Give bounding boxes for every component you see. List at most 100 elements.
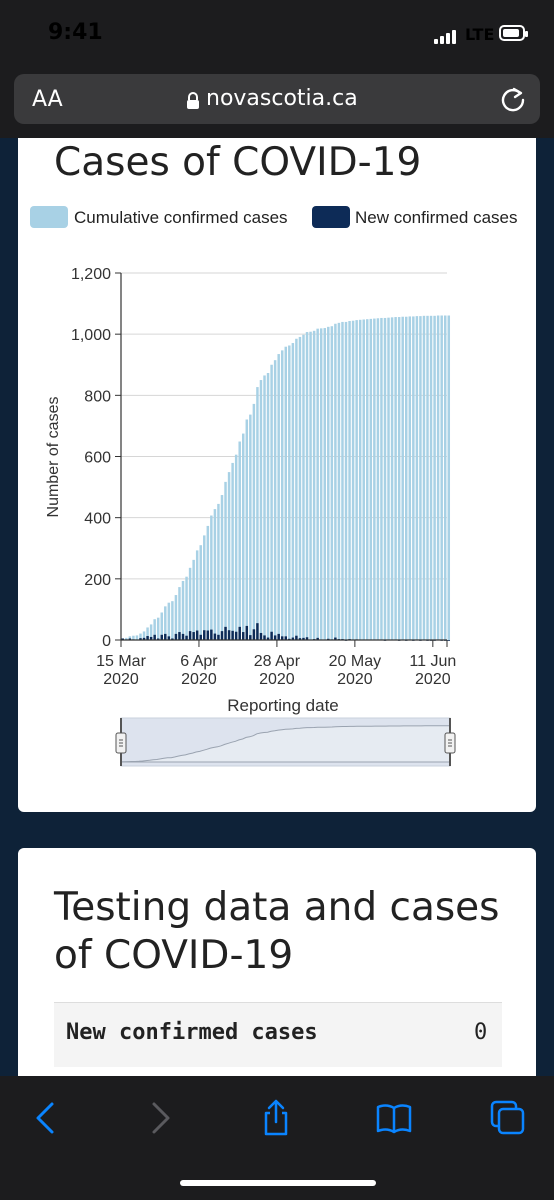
bar-cumulative[interactable] <box>242 433 245 640</box>
bar-cumulative[interactable] <box>387 317 390 640</box>
bar-cumulative[interactable] <box>305 332 309 640</box>
bar-new[interactable] <box>171 638 174 640</box>
forward-icon[interactable] <box>140 1098 180 1138</box>
bar-cumulative[interactable] <box>302 334 305 640</box>
legend-swatch-cumulative[interactable] <box>30 206 68 228</box>
bar-new[interactable] <box>220 631 224 640</box>
bar-cumulative[interactable] <box>135 635 139 640</box>
bar-new[interactable] <box>298 638 302 640</box>
bar-cumulative[interactable] <box>436 315 440 640</box>
bar-new[interactable] <box>167 636 171 640</box>
bar-cumulative[interactable] <box>277 354 280 640</box>
bar-cumulative[interactable] <box>252 403 256 640</box>
bar-cumulative[interactable] <box>192 559 195 640</box>
back-icon[interactable] <box>26 1098 66 1138</box>
bar-cumulative[interactable] <box>210 515 213 640</box>
bar-new[interactable] <box>327 638 330 640</box>
bar-new[interactable] <box>234 631 238 640</box>
bar-new[interactable] <box>185 635 188 640</box>
bar-new[interactable] <box>206 630 210 640</box>
bar-cumulative[interactable] <box>245 419 249 640</box>
bar-new[interactable] <box>245 625 249 640</box>
bar-new[interactable] <box>188 631 192 640</box>
bar-cumulative[interactable] <box>337 322 341 640</box>
bar-new[interactable] <box>256 623 259 640</box>
bar-cumulative[interactable] <box>280 350 284 640</box>
bar-cumulative[interactable] <box>408 316 412 640</box>
bar-new[interactable] <box>195 630 199 640</box>
bar-new[interactable] <box>217 634 220 640</box>
bar-cumulative[interactable] <box>419 316 422 640</box>
bar-new[interactable] <box>142 637 146 640</box>
bar-new[interactable] <box>164 633 167 640</box>
bar-new[interactable] <box>128 638 132 640</box>
bar-cumulative[interactable] <box>358 319 362 640</box>
bar-cumulative[interactable] <box>220 495 224 640</box>
bar-cumulative[interactable] <box>181 580 185 640</box>
bar-new[interactable] <box>280 636 284 640</box>
bar-new[interactable] <box>305 637 309 640</box>
bar-cumulative[interactable] <box>213 509 217 640</box>
tabs-icon[interactable] <box>488 1098 528 1138</box>
bar-cumulative[interactable] <box>401 316 404 640</box>
bar-cumulative[interactable] <box>397 317 401 640</box>
bar-new[interactable] <box>291 637 295 640</box>
bar-cumulative[interactable] <box>334 323 337 640</box>
bar-cumulative[interactable] <box>125 637 128 640</box>
bar-cumulative[interactable] <box>203 535 206 640</box>
bookmarks-icon[interactable] <box>374 1098 414 1138</box>
bar-cumulative[interactable] <box>429 315 433 640</box>
bar-new[interactable] <box>181 633 185 640</box>
text-size-button[interactable]: AA <box>32 87 63 112</box>
bar-new[interactable] <box>249 635 252 640</box>
bar-cumulative[interactable] <box>383 317 387 640</box>
bar-cumulative[interactable] <box>153 619 156 640</box>
bar-new[interactable] <box>160 634 163 640</box>
bar-new[interactable] <box>153 634 156 640</box>
bar-cumulative[interactable] <box>167 602 171 640</box>
bar-cumulative[interactable] <box>217 503 220 640</box>
bar-cumulative[interactable] <box>188 567 192 640</box>
bar-cumulative[interactable] <box>443 315 447 640</box>
bar-cumulative[interactable] <box>256 387 259 640</box>
bar-cumulative[interactable] <box>348 321 351 640</box>
bar-cumulative[interactable] <box>405 316 408 640</box>
bar-cumulative[interactable] <box>227 472 231 640</box>
bar-cumulative[interactable] <box>234 454 238 640</box>
bar-cumulative[interactable] <box>312 330 316 640</box>
bar-cumulative[interactable] <box>298 336 302 640</box>
share-icon[interactable] <box>256 1098 296 1138</box>
bar-cumulative[interactable] <box>231 462 234 640</box>
bar-cumulative[interactable] <box>319 328 323 640</box>
bar-cumulative[interactable] <box>415 316 419 640</box>
bar-cumulative[interactable] <box>142 631 146 640</box>
legend-label-new[interactable]: New confirmed cases <box>355 208 518 227</box>
bar-cumulative[interactable] <box>422 315 426 640</box>
bar-cumulative[interactable] <box>195 550 199 640</box>
bar-new[interactable] <box>242 632 245 640</box>
bar-new[interactable] <box>146 636 149 640</box>
bar-new[interactable] <box>288 638 291 640</box>
bar-cumulative[interactable] <box>224 481 227 640</box>
bar-new[interactable] <box>266 637 270 640</box>
bar-cumulative[interactable] <box>433 315 436 640</box>
bar-cumulative[interactable] <box>330 326 334 640</box>
bar-new[interactable] <box>192 632 195 640</box>
bar-new[interactable] <box>259 632 263 640</box>
bar-cumulative[interactable] <box>132 635 135 640</box>
bar-new[interactable] <box>263 635 266 640</box>
bar-new[interactable] <box>252 629 256 640</box>
bar-new[interactable] <box>203 630 206 640</box>
bar-cumulative[interactable] <box>171 601 174 640</box>
bar-new[interactable] <box>149 636 153 640</box>
bar-cumulative[interactable] <box>366 319 369 640</box>
bar-cumulative[interactable] <box>185 576 188 640</box>
range-handle-right-icon[interactable] <box>444 718 456 766</box>
legend-label-cumulative[interactable]: Cumulative confirmed cases <box>74 208 288 227</box>
bar-new[interactable] <box>174 633 178 640</box>
bar-cumulative[interactable] <box>355 320 358 640</box>
bar-new[interactable] <box>273 635 277 640</box>
range-navigator[interactable] <box>120 717 451 767</box>
bar-cumulative[interactable] <box>149 624 153 640</box>
bar-cumulative[interactable] <box>139 633 142 640</box>
